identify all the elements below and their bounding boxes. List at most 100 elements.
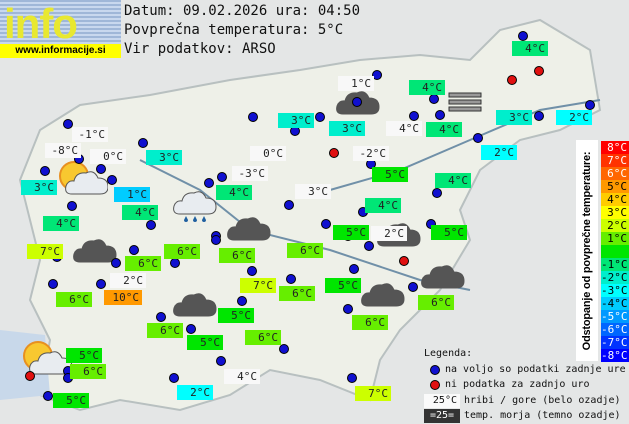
station-temp-label: 4°C	[122, 205, 158, 220]
station-temp-label: 3°C	[329, 121, 365, 136]
station-dot-missing[interactable]	[534, 66, 544, 76]
station-dot[interactable]	[349, 264, 359, 274]
scale-step: 4°C	[601, 193, 629, 206]
station-dot[interactable]	[435, 110, 445, 120]
legend-title: Legenda:	[424, 348, 473, 359]
station-dot[interactable]	[107, 175, 117, 185]
station-dot[interactable]	[211, 235, 221, 245]
station-dot[interactable]	[216, 356, 226, 366]
legend-missing: ni podatka za zadnjo uro	[445, 379, 590, 390]
station-dot[interactable]	[315, 112, 325, 122]
scale-step: 6°C	[601, 167, 629, 180]
station-temp-label: 5°C	[431, 225, 467, 240]
station-dot[interactable]	[237, 296, 247, 306]
station-temp-label: 4°C	[386, 121, 422, 136]
scale-title: Odstopanje od povprečne temperature:	[576, 140, 598, 361]
scale-step: -2°C	[601, 271, 629, 284]
legend-missing-dot	[430, 380, 440, 390]
station-temp-label: 4°C	[224, 369, 260, 384]
scale-step: -5°C	[601, 310, 629, 323]
station-dot-missing[interactable]	[399, 256, 409, 266]
station-dot[interactable]	[585, 100, 595, 110]
avg-temp-line: Povprečna temperatura: 5°C	[124, 22, 344, 38]
station-temp-label: 7°C	[27, 244, 63, 259]
logo-text: info	[4, 0, 77, 44]
station-temp-label: 4°C	[409, 80, 445, 95]
station-temp-label: 2°C	[371, 226, 407, 241]
legend-sea: temp. morja (temno ozadje)	[464, 410, 621, 421]
station-dot[interactable]	[170, 258, 180, 268]
station-temp-label: 0°C	[250, 146, 286, 161]
station-dot[interactable]	[473, 133, 483, 143]
station-dot[interactable]	[217, 172, 227, 182]
station-dot[interactable]	[43, 391, 53, 401]
station-dot[interactable]	[364, 241, 374, 251]
station-dot[interactable]	[279, 344, 289, 354]
station-temp-label: 1°C	[338, 76, 374, 91]
station-dot[interactable]	[248, 112, 258, 122]
scale-step: -6°C	[601, 323, 629, 336]
station-temp-label: 4°C	[435, 173, 471, 188]
station-dot[interactable]	[321, 219, 331, 229]
station-temp-label: 6°C	[418, 295, 454, 310]
station-dot[interactable]	[146, 220, 156, 230]
station-temp-label: 5°C	[325, 278, 361, 293]
fog-icon	[448, 92, 482, 116]
station-dot[interactable]	[284, 200, 294, 210]
station-temp-label: 2°C	[177, 385, 213, 400]
partly-cloudy-icon	[58, 160, 109, 200]
station-dot[interactable]	[67, 201, 77, 211]
station-dot[interactable]	[432, 188, 442, 198]
station-dot[interactable]	[408, 282, 418, 292]
station-temp-label: 4°C	[216, 185, 252, 200]
station-temp-label: 3°C	[295, 184, 331, 199]
station-dot[interactable]	[138, 138, 148, 148]
station-dot[interactable]	[169, 373, 179, 383]
station-temp-label: 3°C	[278, 113, 314, 128]
station-dot[interactable]	[429, 94, 439, 104]
station-dot[interactable]	[343, 304, 353, 314]
logo-url[interactable]: www.informacije.si	[0, 44, 121, 58]
station-dot[interactable]	[156, 312, 166, 322]
station-temp-label: 7°C	[355, 386, 391, 401]
station-dot[interactable]	[186, 324, 196, 334]
station-dot[interactable]	[111, 258, 121, 268]
scale-step: 5°C	[601, 180, 629, 193]
station-dot[interactable]	[96, 164, 106, 174]
station-dot[interactable]	[204, 178, 214, 188]
station-temp-label: 6°C	[125, 256, 161, 271]
station-temp-label: 2°C	[481, 145, 517, 160]
station-temp-label: -3°C	[232, 166, 268, 181]
logo[interactable]: info www.informacije.si	[0, 0, 121, 58]
station-dot[interactable]	[518, 31, 528, 41]
scale-step: -3°C	[601, 284, 629, 297]
station-dot[interactable]	[286, 274, 296, 284]
station-dot[interactable]	[534, 111, 544, 121]
station-dot[interactable]	[96, 279, 106, 289]
station-temp-label: 5°C	[66, 348, 102, 363]
rain-icon	[172, 188, 218, 232]
station-dot-missing[interactable]	[25, 371, 35, 381]
station-dot[interactable]	[48, 279, 58, 289]
station-dot[interactable]	[409, 111, 419, 121]
station-temp-label: 7°C	[240, 278, 276, 293]
station-dot[interactable]	[352, 97, 362, 107]
station-dot-missing[interactable]	[507, 75, 517, 85]
station-dot[interactable]	[372, 70, 382, 80]
station-dot[interactable]	[63, 119, 73, 129]
station-temp-label: 6°C	[245, 330, 281, 345]
station-temp-label: 4°C	[365, 198, 401, 213]
legend-mountain-sample: 25°C	[424, 394, 460, 408]
station-dot[interactable]	[129, 245, 139, 255]
station-dot[interactable]	[40, 166, 50, 176]
legend-sea-sample: =25=	[424, 409, 460, 423]
cloudy-icon	[72, 236, 118, 268]
station-dot[interactable]	[347, 373, 357, 383]
scale-step: 8°C	[601, 141, 629, 154]
station-temp-label: 2°C	[556, 110, 592, 125]
station-dot-missing[interactable]	[329, 148, 339, 158]
scale-step: -7°C	[601, 336, 629, 349]
station-temp-label: -1°C	[72, 127, 108, 142]
station-dot[interactable]	[247, 266, 257, 276]
cloudy-icon	[226, 214, 272, 246]
